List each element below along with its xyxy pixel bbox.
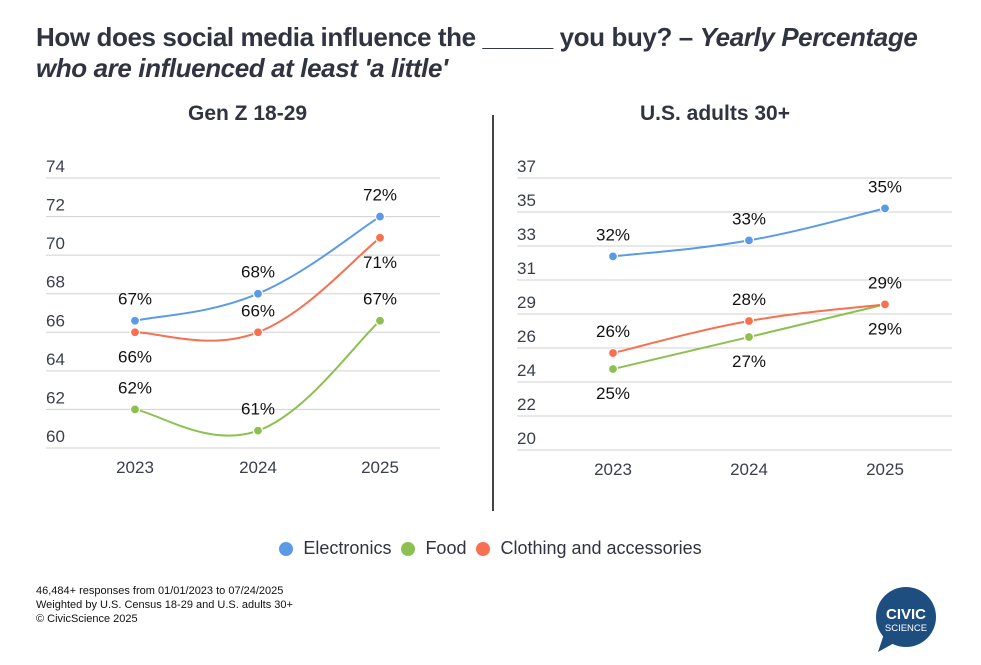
data-label-electronics: 72% bbox=[363, 186, 397, 205]
data-point-food bbox=[743, 331, 755, 343]
data-label-electronics: 68% bbox=[241, 263, 275, 282]
y-tick-label: 70 bbox=[46, 234, 65, 253]
footnote-responses: 46,484+ responses from 01/01/2023 to 07/… bbox=[36, 585, 284, 597]
data-label-clothing: 29% bbox=[868, 273, 902, 292]
legend-dot-electronics-icon bbox=[279, 541, 294, 556]
series-line-clothing bbox=[612, 303, 886, 355]
y-tick-label: 64 bbox=[46, 350, 65, 369]
data-label-electronics: 32% bbox=[596, 225, 630, 244]
data-point-clothing bbox=[129, 327, 141, 338]
data-point-electronics bbox=[607, 251, 619, 262]
panel-divider bbox=[492, 115, 494, 511]
data-point-clothing bbox=[374, 232, 386, 243]
x-tick-label: 2023 bbox=[594, 460, 632, 479]
data-label-food: 29% bbox=[868, 319, 902, 338]
x-tick-label: 2025 bbox=[361, 458, 399, 477]
y-tick-label: 26 bbox=[517, 327, 536, 346]
data-label-clothing: 71% bbox=[363, 253, 397, 272]
legend-label-food: Food bbox=[425, 538, 467, 558]
y-tick-label: 66 bbox=[46, 311, 65, 330]
y-tick-label: 74 bbox=[46, 157, 65, 176]
data-point-electronics bbox=[374, 211, 386, 222]
data-label-food: 61% bbox=[241, 400, 275, 419]
panel-title-genz: Gen Z 18-29 bbox=[188, 102, 308, 125]
data-label-food: 27% bbox=[732, 352, 766, 371]
title-main: How does social media influence the ____… bbox=[36, 22, 700, 52]
y-tick-label: 37 bbox=[517, 157, 536, 176]
legend-item-food: Food bbox=[401, 538, 466, 559]
data-label-electronics: 67% bbox=[118, 290, 152, 309]
data-point-clothing bbox=[743, 315, 755, 327]
x-tick-label: 2023 bbox=[116, 458, 154, 477]
data-point-electronics bbox=[252, 288, 264, 299]
legend: Electronics Food Clothing and accessorie… bbox=[0, 538, 981, 559]
data-label-clothing: 26% bbox=[596, 322, 630, 341]
chart-title: How does social media influence the ____… bbox=[36, 22, 966, 84]
y-tick-label: 29 bbox=[517, 293, 536, 312]
x-tick-label: 2024 bbox=[239, 458, 277, 477]
data-point-food bbox=[252, 425, 264, 436]
data-label-food: 62% bbox=[118, 378, 152, 397]
x-tick-label: 2024 bbox=[730, 460, 768, 479]
y-tick-label: 62 bbox=[46, 388, 65, 407]
y-tick-label: 60 bbox=[46, 427, 65, 446]
footnote-copyright: © CivicScience 2025 bbox=[36, 613, 138, 625]
y-tick-label: 22 bbox=[517, 395, 536, 414]
y-tick-label: 24 bbox=[517, 361, 536, 380]
legend-label-electronics: Electronics bbox=[303, 538, 392, 558]
y-tick-label: 72 bbox=[46, 196, 65, 215]
y-tick-label: 31 bbox=[517, 259, 536, 278]
legend-dot-food-icon bbox=[401, 541, 416, 556]
footnote: 46,484+ responses from 01/01/2023 to 07/… bbox=[36, 584, 293, 626]
title-italic: Yearly Percentage who are influenced at … bbox=[36, 22, 918, 83]
y-tick-label: 35 bbox=[517, 191, 536, 210]
legend-item-clothing: Clothing and accessories bbox=[476, 538, 702, 559]
data-point-food bbox=[607, 363, 619, 375]
x-tick-label: 2025 bbox=[866, 460, 904, 479]
data-point-clothing bbox=[607, 347, 619, 359]
y-tick-label: 33 bbox=[517, 225, 536, 244]
data-point-electronics bbox=[743, 235, 755, 246]
data-point-electronics bbox=[129, 315, 141, 326]
panel-title-adults: U.S. adults 30+ bbox=[640, 102, 790, 125]
logo-text-science: SCIENCE bbox=[885, 623, 927, 634]
legend-dot-clothing-icon bbox=[476, 541, 491, 556]
y-tick-label: 20 bbox=[517, 429, 536, 448]
footnote-weighting: Weighted by U.S. Census 18-29 and U.S. a… bbox=[36, 599, 293, 611]
data-point-clothing bbox=[879, 299, 891, 310]
data-point-clothing bbox=[252, 327, 264, 338]
data-label-electronics: 35% bbox=[868, 177, 902, 196]
data-label-food: 67% bbox=[363, 290, 397, 309]
data-point-food bbox=[374, 315, 386, 326]
legend-label-clothing: Clothing and accessories bbox=[500, 538, 702, 558]
data-point-food bbox=[129, 404, 141, 415]
logo-text-civic: CIVIC bbox=[886, 606, 926, 623]
data-label-clothing: 28% bbox=[732, 290, 766, 309]
data-point-electronics bbox=[879, 203, 891, 214]
data-label-electronics: 33% bbox=[732, 209, 766, 228]
data-label-clothing: 66% bbox=[118, 347, 152, 366]
legend-item-electronics: Electronics bbox=[279, 538, 391, 559]
data-label-clothing: 66% bbox=[241, 301, 275, 320]
civicscience-logo-icon: CIVIC SCIENCE bbox=[876, 587, 936, 652]
data-label-food: 25% bbox=[596, 384, 630, 403]
y-tick-label: 68 bbox=[46, 273, 65, 292]
